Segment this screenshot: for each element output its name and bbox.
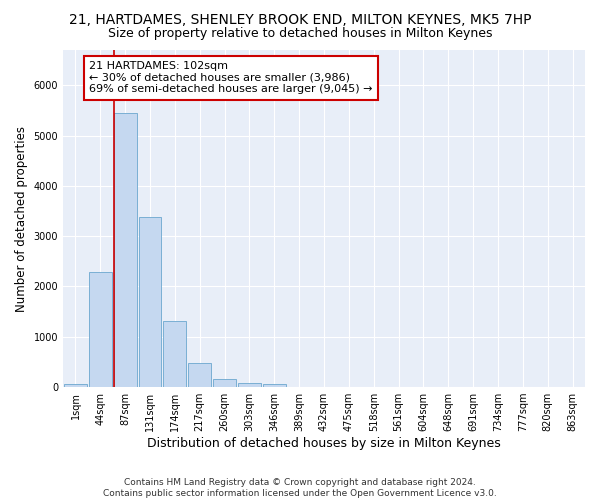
Bar [89, 272, 112, 387]
Text: Size of property relative to detached houses in Milton Keynes: Size of property relative to detached ho… [108, 28, 492, 40]
Text: 21 HARTDAMES: 102sqm
← 30% of detached houses are smaller (3,986)
69% of semi-de: 21 HARTDAMES: 102sqm ← 30% of detached h… [89, 61, 373, 94]
Y-axis label: Number of detached properties: Number of detached properties [15, 126, 28, 312]
Bar [238, 383, 261, 387]
Bar [64, 384, 87, 387]
Bar [114, 113, 137, 387]
Bar [163, 321, 187, 387]
Bar [263, 384, 286, 387]
Bar [188, 363, 211, 387]
Text: 21, HARTDAMES, SHENLEY BROOK END, MILTON KEYNES, MK5 7HP: 21, HARTDAMES, SHENLEY BROOK END, MILTON… [69, 12, 531, 26]
X-axis label: Distribution of detached houses by size in Milton Keynes: Distribution of detached houses by size … [147, 437, 501, 450]
Bar [213, 379, 236, 387]
Text: Contains HM Land Registry data © Crown copyright and database right 2024.
Contai: Contains HM Land Registry data © Crown c… [103, 478, 497, 498]
Bar [139, 217, 161, 387]
